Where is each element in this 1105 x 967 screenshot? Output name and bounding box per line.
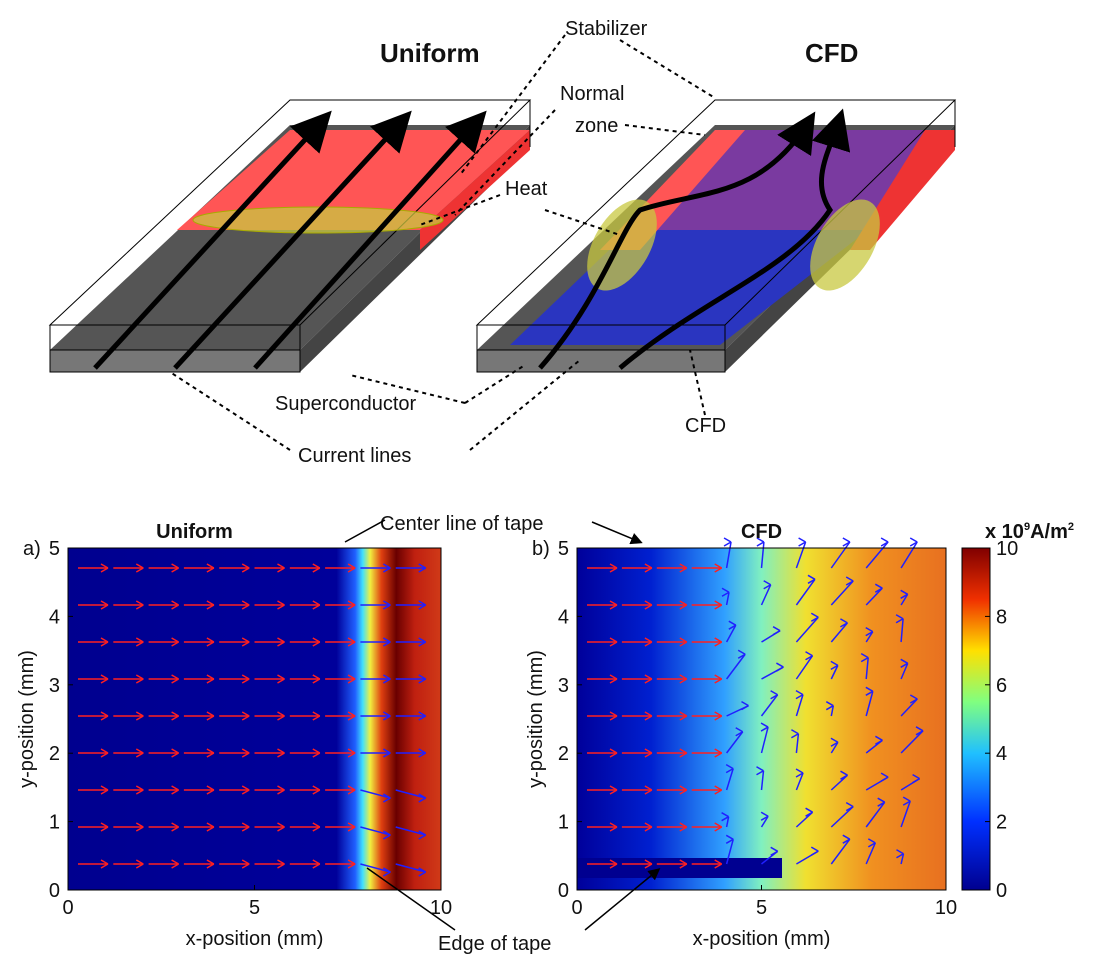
vector-head [843, 538, 850, 546]
title: CFD [805, 38, 858, 68]
colorbar-label-part: 2 [1068, 521, 1074, 533]
y-tick-label: 3 [49, 675, 60, 697]
y-tick-label: 1 [558, 812, 569, 834]
colorbar-tick-label: 2 [996, 812, 1007, 834]
x-axis-label: x-position (mm) [186, 928, 324, 950]
panel-label: a) [23, 538, 41, 560]
y-tick-label: 1 [49, 812, 60, 834]
field [577, 858, 782, 878]
x-tick-label: 5 [249, 897, 260, 919]
y-tick-label: 2 [49, 743, 60, 765]
y-tick-label: 4 [558, 606, 569, 628]
colorbar-label-part: x 10 [985, 521, 1024, 543]
annotation: Center line of tape [380, 513, 543, 535]
colorbar [962, 548, 990, 890]
y-tick-label: 5 [49, 538, 60, 560]
y-tick-label: 5 [558, 538, 569, 560]
y-tick-label: 0 [558, 880, 569, 902]
x-axis-label: x-position (mm) [693, 928, 831, 950]
y-axis-label: y-position (mm) [525, 650, 547, 788]
x-tick-label: 0 [62, 897, 73, 919]
y-tick-label: 4 [49, 606, 60, 628]
x-tick-label: 10 [935, 897, 957, 919]
vector-head [881, 538, 888, 546]
label: zone [575, 115, 618, 137]
colorbar-tick-label: 4 [996, 743, 1007, 765]
panel-label: b) [532, 538, 550, 560]
y-tick-label: 3 [558, 675, 569, 697]
annotation: Edge of tape [438, 933, 551, 955]
colorbar-tick-label: 6 [996, 675, 1007, 697]
label: Superconductor [275, 393, 417, 415]
figure: Uniform CFD Stabilizer Normal zone Heat … [0, 0, 1105, 962]
label: CFD [685, 415, 726, 437]
y-axis-label: y-position (mm) [16, 650, 38, 788]
colorbar-tick-label: 8 [996, 606, 1007, 628]
colorbar-tick-label: 0 [996, 880, 1007, 902]
page: Uniform CFD Stabilizer Normal zone Heat … [0, 0, 1105, 967]
panel-title: Uniform [156, 521, 233, 543]
label: Normal [560, 83, 624, 105]
colorbar-label-part: A/m [1030, 521, 1068, 543]
label: Stabilizer [565, 18, 648, 40]
panel-title: CFD [741, 521, 782, 543]
uniform-slab [50, 100, 530, 372]
x-tick-label: 5 [756, 897, 767, 919]
title: Uniform [380, 38, 480, 68]
cfd-slab [477, 100, 955, 372]
colorbar-label: x 109A/m2 [985, 521, 1074, 543]
y-tick-label: 0 [49, 880, 60, 902]
field [577, 548, 946, 890]
x-tick-label: 0 [571, 897, 582, 919]
label: Current lines [298, 445, 411, 467]
y-tick-label: 2 [558, 743, 569, 765]
x-tick-label: 10 [430, 897, 452, 919]
label: Heat [505, 178, 548, 200]
